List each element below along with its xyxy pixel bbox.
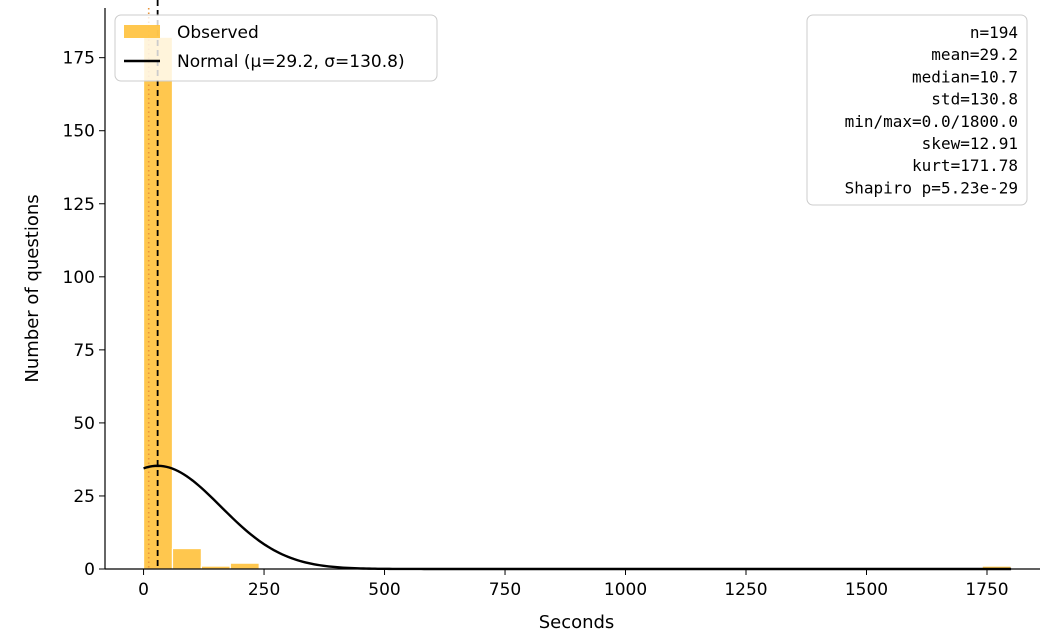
y-tick-label: 0	[84, 560, 95, 580]
histogram-bar	[229, 562, 260, 570]
x-tick-label: 0	[138, 580, 149, 600]
x-tick-label: 750	[489, 580, 521, 600]
stats-line: Shapiro p=5.23e-29	[845, 178, 1018, 197]
stats-line: n=194	[970, 23, 1018, 42]
normal-curve-line	[143, 464, 1012, 571]
x-tick-label: 1500	[845, 580, 888, 600]
y-tick-label: 50	[73, 414, 95, 434]
legend-observed-label: Observed	[177, 23, 259, 43]
stats-box	[806, 14, 1028, 206]
y-tick-label: 100	[63, 268, 95, 288]
x-tick-label: 1250	[724, 580, 767, 600]
legend-normal-label: Normal (μ=29.2, σ=130.8)	[177, 52, 405, 72]
stats-line: mean=29.2	[931, 45, 1018, 64]
y-tick-label: 175	[63, 49, 95, 69]
x-tick-label: 1000	[604, 580, 647, 600]
x-axis-title: Seconds	[539, 612, 615, 633]
stats-line: kurt=171.78	[912, 156, 1018, 175]
histogram-bar	[171, 547, 202, 570]
stats-line: skew=12.91	[922, 134, 1018, 153]
stats-line: min/max=0.0/1800.0	[845, 112, 1018, 131]
y-tick-label: 25	[73, 487, 95, 507]
legend-observed-swatch	[124, 25, 160, 38]
x-tick-label: 1750	[965, 580, 1008, 600]
y-axis-title: Number of questions	[22, 194, 43, 382]
y-tick-label: 150	[63, 122, 95, 142]
x-tick-label: 250	[248, 580, 280, 600]
x-tick-label: 500	[368, 580, 400, 600]
y-tick-label: 125	[63, 195, 95, 215]
stats-line: median=10.7	[912, 67, 1018, 86]
legend-box	[114, 14, 438, 82]
y-tick-label: 75	[73, 341, 95, 361]
stats-line: std=130.8	[931, 90, 1018, 109]
